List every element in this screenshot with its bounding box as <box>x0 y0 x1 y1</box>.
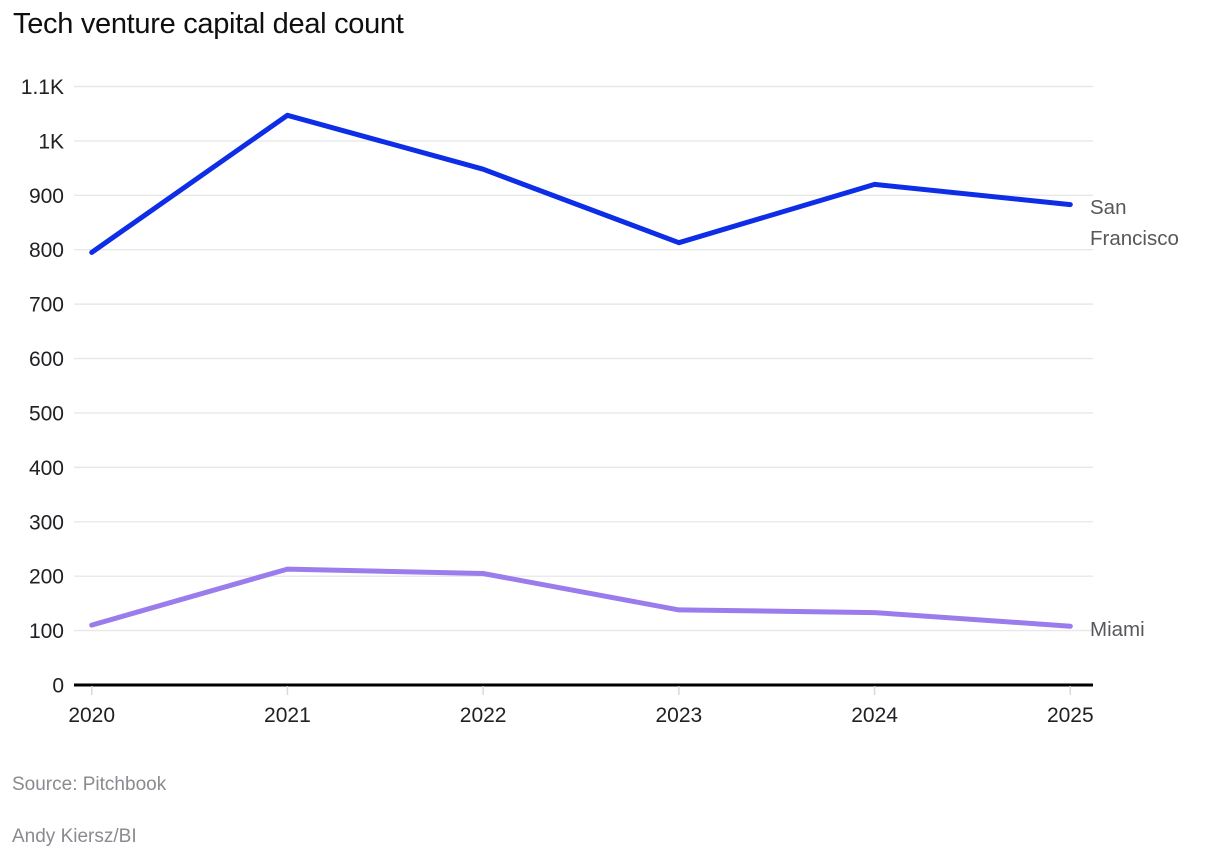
source-note: Source: Pitchbook <box>12 774 167 795</box>
x-axis-tick-label: 2022 <box>460 704 507 727</box>
y-axis-tick-label: 200 <box>29 566 64 589</box>
x-axis-tick-label: 2020 <box>68 704 115 727</box>
series-line-miami <box>89 566 1073 629</box>
y-axis-tick-label: 500 <box>29 402 64 425</box>
y-axis-tick-label: 0 <box>52 675 64 698</box>
y-axis-tick-label: 400 <box>29 457 64 480</box>
series-label-san-francisco: San Francisco <box>1090 196 1179 250</box>
y-axis-tick-label: 1K <box>38 130 64 153</box>
credit-note: Andy Kiersz/BI <box>12 826 137 847</box>
y-axis-tick-label: 800 <box>29 239 64 262</box>
y-axis-tick-label: 600 <box>29 348 64 371</box>
y-axis-tick-label: 700 <box>29 294 64 317</box>
x-axis-tick-label: 2025 <box>1047 704 1094 727</box>
x-axis-tick-label: 2023 <box>656 704 703 727</box>
y-axis-tick-label: 1.1K <box>21 76 64 99</box>
x-axis-tick-label: 2024 <box>851 704 898 727</box>
y-axis-tick-label: 900 <box>29 185 64 208</box>
y-axis-tick-label: 100 <box>29 620 64 643</box>
series-line-san-francisco <box>89 112 1073 255</box>
series-label-miami: Miami <box>1090 618 1145 641</box>
x-axis-tick-label: 2021 <box>264 704 311 727</box>
y-axis-tick-label: 300 <box>29 511 64 534</box>
chart-title: Tech venture capital deal count <box>13 8 404 40</box>
